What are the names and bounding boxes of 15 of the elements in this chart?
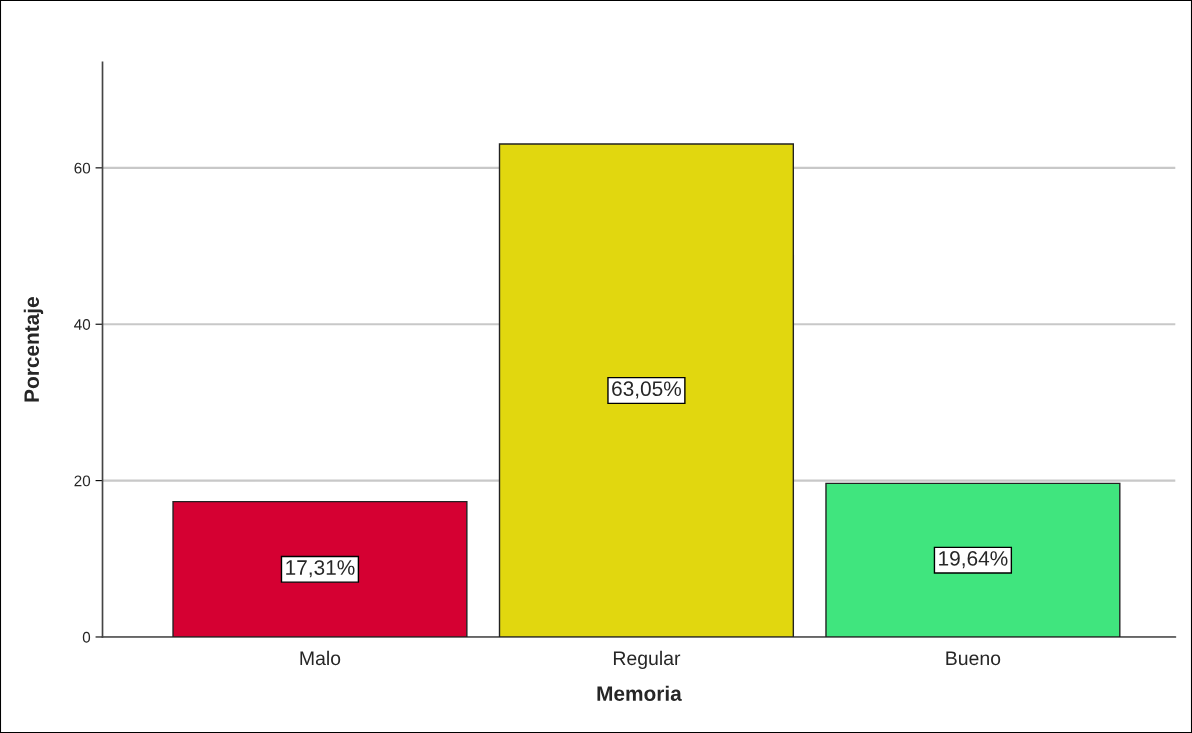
x-tick-label: Bueno [946,651,1001,666]
y-tick-label: 0 [82,631,91,643]
y-tick-label: 40 [74,319,91,330]
data-label: 63,05% [612,381,682,399]
x-tick-label: Regular [613,650,681,669]
x-axis-title: Memoria [597,685,682,701]
y-tick-label: 60 [74,162,91,174]
data-label: 19,64% [939,551,1008,569]
bar [498,143,795,637]
data-label: 17,31% [286,560,355,578]
x-tick-label: Malo [300,650,341,666]
bar [825,482,1121,637]
y-tick-label: 20 [74,475,91,487]
bar [172,500,468,637]
y-axis-title: Porcentaje [23,297,44,402]
